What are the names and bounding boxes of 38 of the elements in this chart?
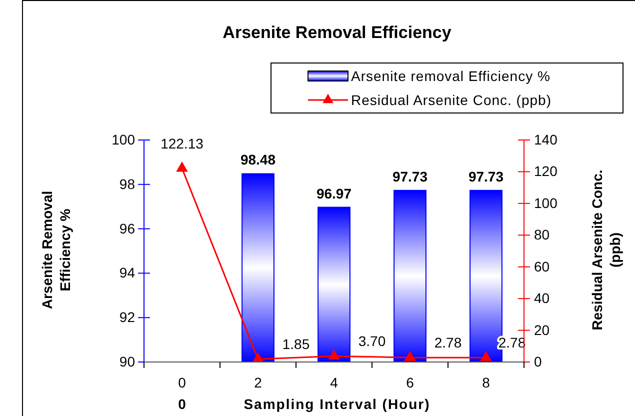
- y2-axis-title: Residual Arsenite Conc. (ppb): [589, 170, 624, 330]
- data-label: 1.85: [282, 336, 310, 352]
- data-label: 122.13: [160, 135, 204, 152]
- y2-tick-label: 0: [534, 353, 542, 370]
- y2-tick-label: 80: [534, 226, 550, 243]
- data-label: 96.97: [316, 185, 352, 202]
- data-label: 2.78: [434, 334, 462, 351]
- chart-title: Arsenite Removal Efficiency: [222, 23, 452, 42]
- point: [404, 350, 416, 361]
- y2-tick-label: 120: [534, 163, 558, 180]
- legend-label: Arsenite removal Efficiency %: [351, 68, 550, 84]
- y-tick-label: 98: [119, 176, 136, 192]
- y-tick-label: 94: [119, 264, 136, 281]
- y2-tick-label: 140: [534, 131, 558, 148]
- x-tick-label: 2: [254, 374, 262, 390]
- y2-tick-label: 100: [534, 194, 558, 211]
- y-axis-title: Arsenite Removal Efficiency %: [39, 190, 74, 310]
- x-tick-label: 6: [406, 374, 414, 390]
- legend-label: Residual Arsenite Conc. (ppb): [351, 92, 552, 108]
- y2-tick-label: 20: [534, 322, 550, 338]
- point: [328, 349, 340, 360]
- x-axis-title: Sampling Interval (Hour): [244, 396, 430, 412]
- x-tick-label: 8: [482, 374, 490, 390]
- data-label: 98.48: [240, 152, 276, 168]
- data-label: 97.73: [392, 168, 428, 184]
- y-tick-label: 92: [119, 309, 136, 326]
- point: [480, 350, 492, 361]
- text: 0: [178, 396, 186, 412]
- y-tick-label: 100: [112, 131, 136, 148]
- x-tick-label: 0: [178, 374, 186, 390]
- y-tick-label: 90: [119, 353, 136, 370]
- data-label: 97.73: [468, 168, 504, 184]
- y2-tick-label: 60: [534, 258, 550, 274]
- x-tick-label: 4: [330, 374, 338, 390]
- y2-tick-label: 40: [534, 290, 550, 306]
- point: [176, 162, 188, 172]
- data-label: 3.70: [358, 333, 386, 350]
- y-tick-label: 96: [119, 220, 136, 236]
